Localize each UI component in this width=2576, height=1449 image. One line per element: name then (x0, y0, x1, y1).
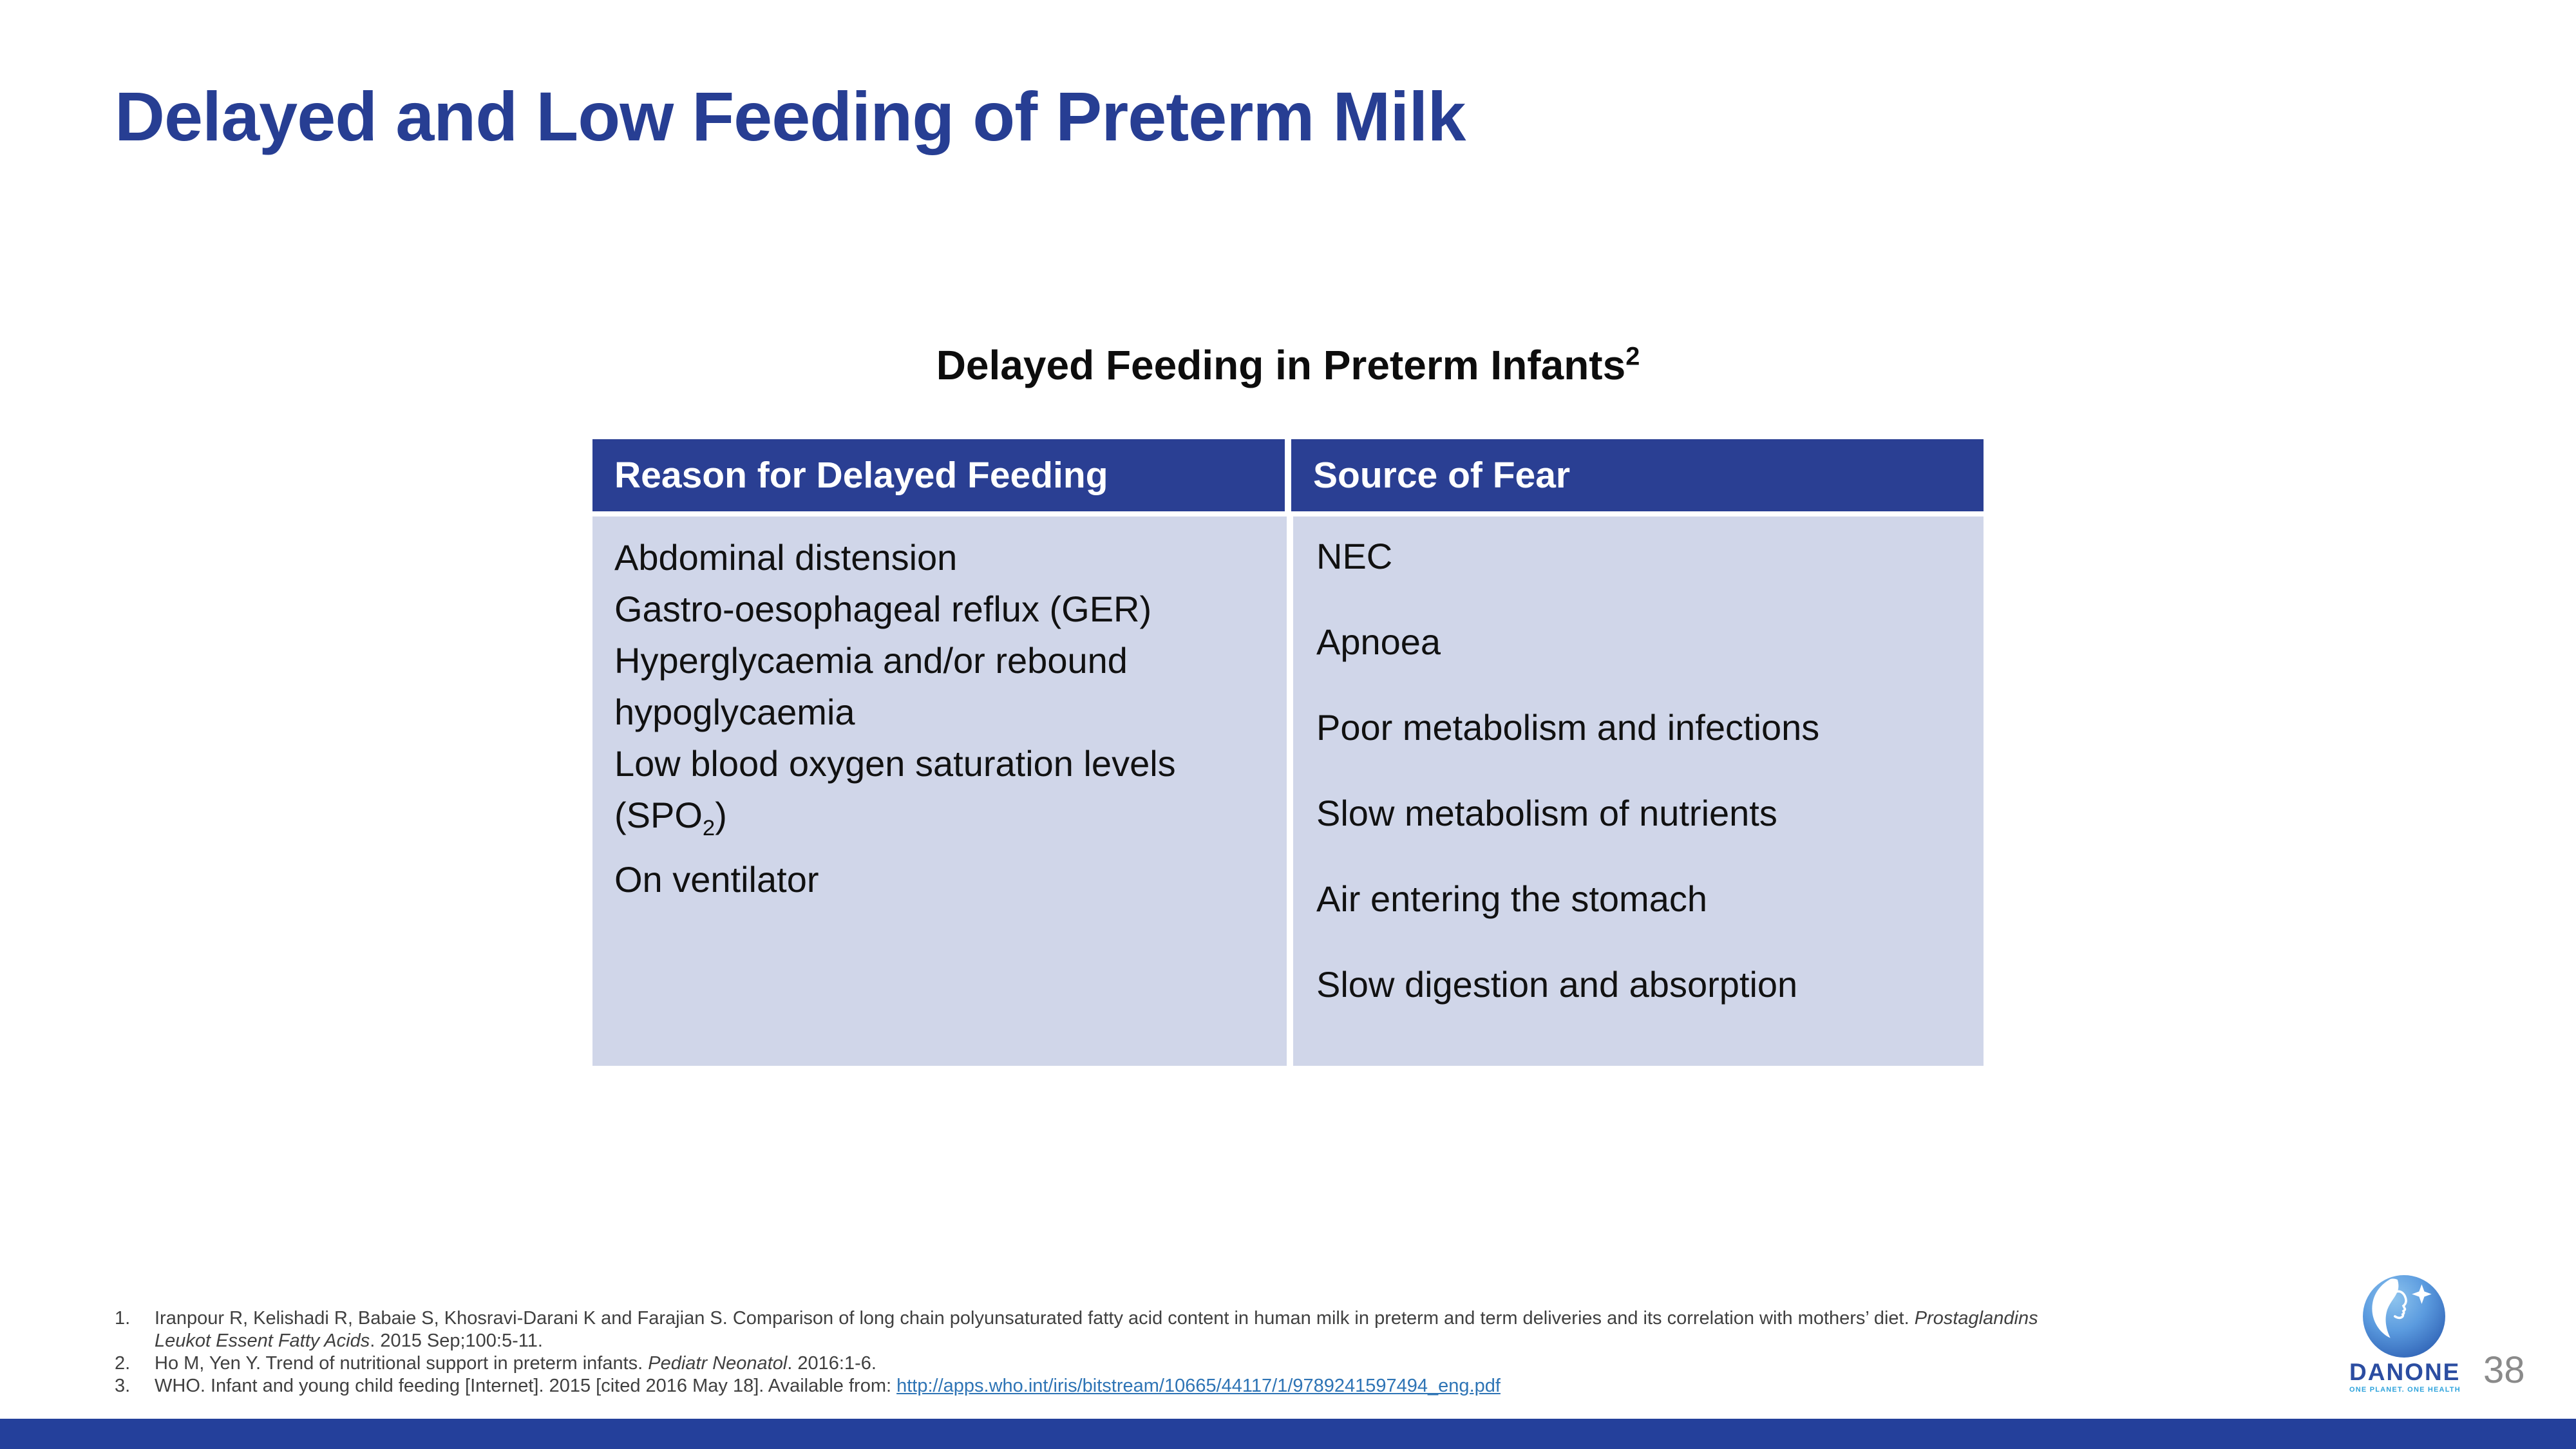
reference-journal: Prostaglandins (1914, 1308, 2038, 1329)
reference-item: 1. Iranpour R, Kelishadi R, Babaie S, Kh… (115, 1307, 2266, 1352)
reference-text: Ho M, Yen Y. Trend of nutritional suppor… (155, 1352, 2266, 1375)
danone-logo: DANONE ONE PLANET. ONE HEALTH (2349, 1274, 2461, 1394)
reference-line: Leukot Essent Fatty Acids. 2015 Sep;100:… (155, 1330, 2266, 1352)
reference-text-part: Ho M, Yen Y. Trend of nutritional suppor… (155, 1353, 649, 1374)
reason-item-subscript: 2 (702, 816, 715, 841)
reason-item: On ventilator (614, 859, 819, 900)
table-caption-text: Delayed Feeding in Preterm Infants (936, 342, 1626, 388)
fear-item: NEC (1316, 536, 1393, 576)
reference-journal: Pediatr Neonatol (648, 1353, 788, 1374)
reference-journal: Leukot Essent Fatty Acids (155, 1331, 370, 1351)
fear-item: Air entering the stomach (1316, 878, 1707, 919)
reference-number: 2. (115, 1353, 131, 1374)
reference-text-part: WHO. Infant and young child feeding [Int… (155, 1376, 897, 1396)
fear-item: Poor metabolism and infections (1316, 707, 1820, 748)
fear-item: Slow digestion and absorption (1316, 964, 1798, 1005)
fear-item: Apnoea (1316, 621, 1441, 662)
reference-line: Iranpour R, Kelishadi R, Babaie S, Khosr… (155, 1307, 2266, 1330)
reason-cell: Abdominal distension Gastro-oesophageal … (592, 516, 1287, 1066)
column-header-reason: Reason for Delayed Feeding (592, 439, 1285, 511)
reference-item: 3. WHO. Infant and young child feeding [… (115, 1375, 2266, 1397)
reason-item: Gastro-oesophageal reflux (GER) (614, 589, 1152, 629)
reference-text-part: Iranpour R, Kelishadi R, Babaie S, Khosr… (155, 1308, 1915, 1329)
who-report-link[interactable]: http://apps.who.int/iris/bitstream/10665… (896, 1376, 1501, 1396)
table-header-row: Reason for Delayed Feeding Source of Fea… (592, 439, 1984, 511)
reason-item-text: ) (715, 795, 727, 835)
page-title: Delayed and Low Feeding of Preterm Milk (115, 77, 1466, 155)
reference-number: 3. (115, 1376, 131, 1396)
reference-text-part: . 2015 Sep;100:5-11. (370, 1331, 543, 1351)
page-number: 38 (2483, 1349, 2525, 1391)
reference-text: WHO. Infant and young child feeding [Int… (155, 1375, 2266, 1397)
delayed-feeding-table: Reason for Delayed Feeding Source of Fea… (592, 439, 1984, 1066)
column-header-fear: Source of Fear (1291, 439, 1984, 511)
reference-number: 1. (115, 1308, 131, 1329)
reason-item-text: Low blood oxygen saturation levels (SPO (614, 743, 1176, 835)
reference-item: 2. Ho M, Yen Y. Trend of nutritional sup… (115, 1352, 2266, 1375)
reason-item: Hyperglycaemia and/or rebound hypoglycae… (614, 640, 1128, 732)
table-caption: Delayed Feeding in Preterm Infants2 (592, 341, 1984, 389)
reason-item: Abdominal distension (614, 537, 958, 578)
fear-cell: NEC Apnoea Poor metabolism and infection… (1293, 516, 1984, 1066)
reference-text-part: . 2016:1-6. (787, 1353, 876, 1374)
danone-globe-icon (2363, 1275, 2445, 1358)
reference-list: 1. Iranpour R, Kelishadi R, Babaie S, Kh… (115, 1307, 2266, 1397)
danone-tagline: ONE PLANET. ONE HEALTH (2349, 1386, 2461, 1394)
table-caption-superscript: 2 (1625, 342, 1640, 371)
fear-item: Slow metabolism of nutrients (1316, 793, 1777, 833)
table-body-row: Abdominal distension Gastro-oesophageal … (592, 516, 1984, 1066)
footer-bar (0, 1419, 2576, 1449)
danone-brand-text: DANONE (2349, 1359, 2461, 1385)
reference-text: Iranpour R, Kelishadi R, Babaie S, Khosr… (155, 1307, 2266, 1352)
reason-item: Low blood oxygen saturation levels (SPO2… (614, 738, 1269, 854)
